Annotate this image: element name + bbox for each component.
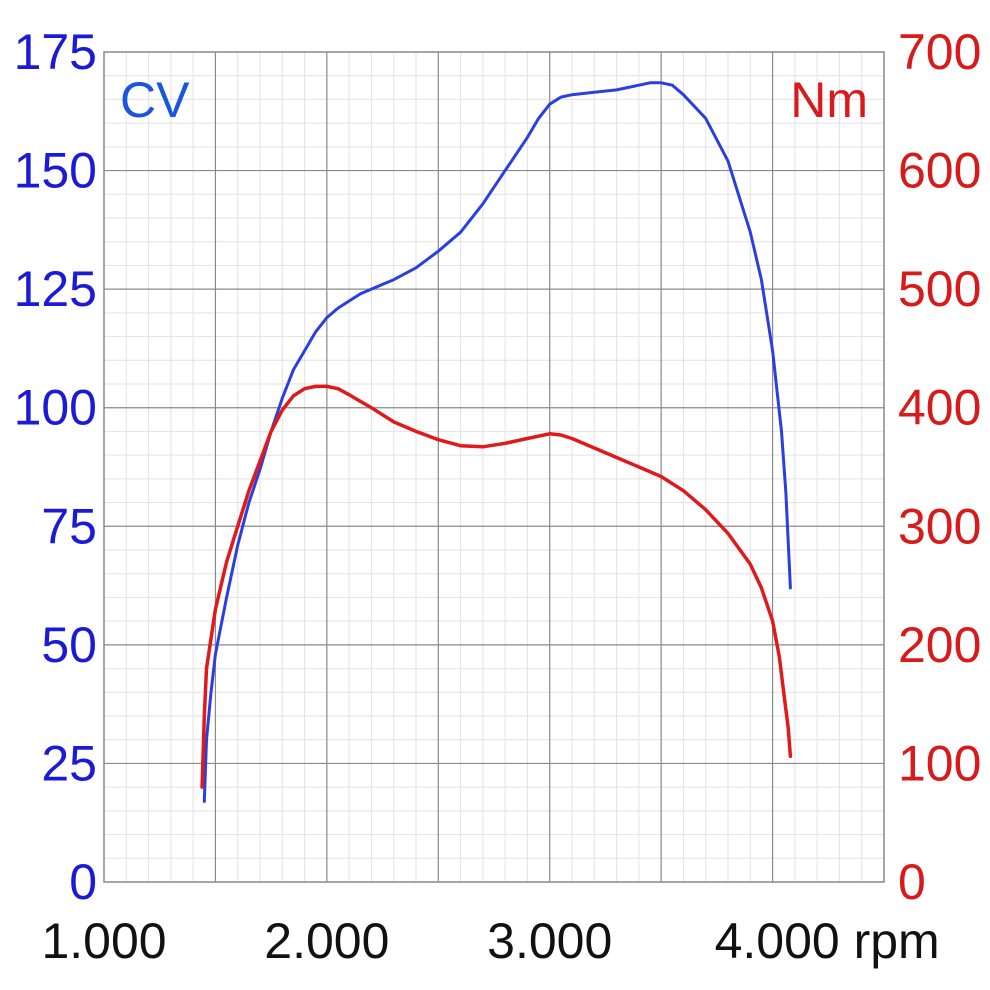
x-tick-label: 1.000 [41, 913, 166, 969]
major-grid [104, 52, 884, 882]
left-tick-label: 25 [41, 735, 97, 791]
x-axis-ticks: 1.000 2.000 3.000 4.000 rpm [41, 913, 939, 969]
left-axis-ticks: 0 25 50 75 100 125 150 175 [14, 24, 97, 910]
right-tick-label: 0 [898, 854, 926, 910]
left-tick-label: 0 [69, 854, 97, 910]
x-tick-label: 2.000 [264, 913, 389, 969]
left-axis-unit-label: CV [120, 72, 190, 128]
x-tick-label: 3.000 [487, 913, 612, 969]
right-tick-label: 400 [898, 380, 981, 436]
series-group [200, 81, 793, 803]
right-axis-unit-label: Nm [790, 72, 868, 128]
plot-border [103, 51, 885, 883]
right-axis-ticks: 0 100 200 300 400 500 600 700 [898, 24, 981, 910]
right-tick-label: 100 [898, 735, 981, 791]
right-tick-label: 600 [898, 143, 981, 199]
plot-area [104, 52, 884, 882]
right-tick-label: 700 [898, 24, 981, 80]
left-tick-label: 125 [14, 261, 97, 317]
torque-series-line [200, 384, 793, 789]
power-series-line [202, 81, 792, 803]
right-tick-label: 200 [898, 617, 981, 673]
left-tick-label: 175 [14, 24, 97, 80]
left-tick-label: 50 [41, 617, 97, 673]
right-tick-label: 500 [898, 261, 981, 317]
left-tick-label: 75 [41, 498, 97, 554]
left-tick-label: 100 [14, 380, 97, 436]
x-tick-label: 4.000 rpm [715, 913, 940, 969]
left-tick-label: 150 [14, 143, 97, 199]
right-tick-label: 300 [898, 498, 981, 554]
